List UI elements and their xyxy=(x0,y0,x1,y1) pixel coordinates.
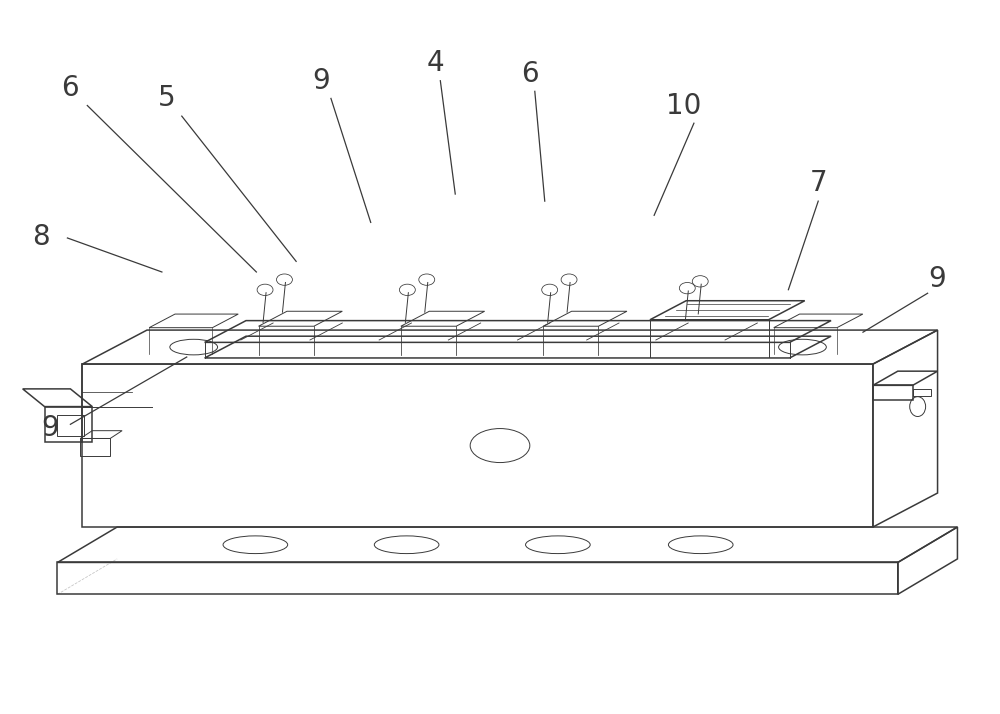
Text: 10: 10 xyxy=(666,91,702,119)
Text: 9: 9 xyxy=(929,265,946,293)
Text: 6: 6 xyxy=(62,74,79,102)
Text: 6: 6 xyxy=(521,60,539,88)
Text: 9: 9 xyxy=(42,414,59,442)
Text: 5: 5 xyxy=(158,84,176,112)
Text: 8: 8 xyxy=(32,223,49,251)
Text: 7: 7 xyxy=(809,169,827,198)
Text: 9: 9 xyxy=(312,66,330,95)
Text: 4: 4 xyxy=(427,49,444,77)
